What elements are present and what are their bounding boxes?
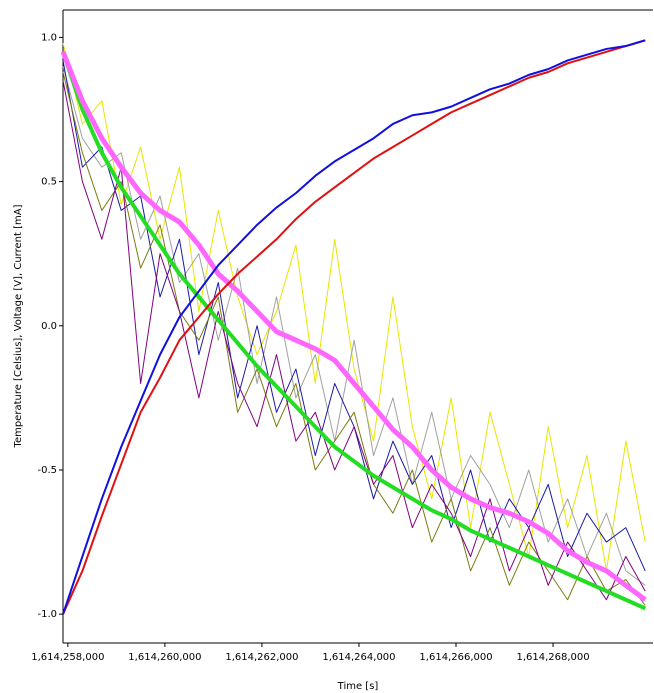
x-tick-label: 1,614,266,000 xyxy=(419,652,492,663)
series-line xyxy=(60,50,647,602)
series-line xyxy=(62,43,646,572)
y-tick-label: 1.0 xyxy=(41,32,57,43)
x-tick-label: 1,614,264,000 xyxy=(322,652,395,663)
x-tick-label: 1,614,260,000 xyxy=(128,652,201,663)
y-axis-label: Temperature [Celsius], Voltage [V], Curr… xyxy=(13,204,24,448)
series-line xyxy=(62,71,646,606)
x-tick-label: 1,614,262,000 xyxy=(225,652,298,663)
series-line xyxy=(62,66,646,586)
series-line xyxy=(62,80,646,601)
series-line xyxy=(61,51,647,611)
x-tick-label: 1,614,258,000 xyxy=(31,652,104,663)
y-tick-label: 0.0 xyxy=(41,321,57,332)
x-tick-label: 1,614,268,000 xyxy=(516,652,589,663)
series-line xyxy=(62,39,646,615)
x-axis-label: Time [s] xyxy=(337,681,379,692)
y-tick-label: 0.5 xyxy=(41,177,57,188)
series-line xyxy=(62,39,646,615)
y-tick-label: -1.0 xyxy=(37,609,57,620)
y-tick-label: -0.5 xyxy=(37,465,57,476)
